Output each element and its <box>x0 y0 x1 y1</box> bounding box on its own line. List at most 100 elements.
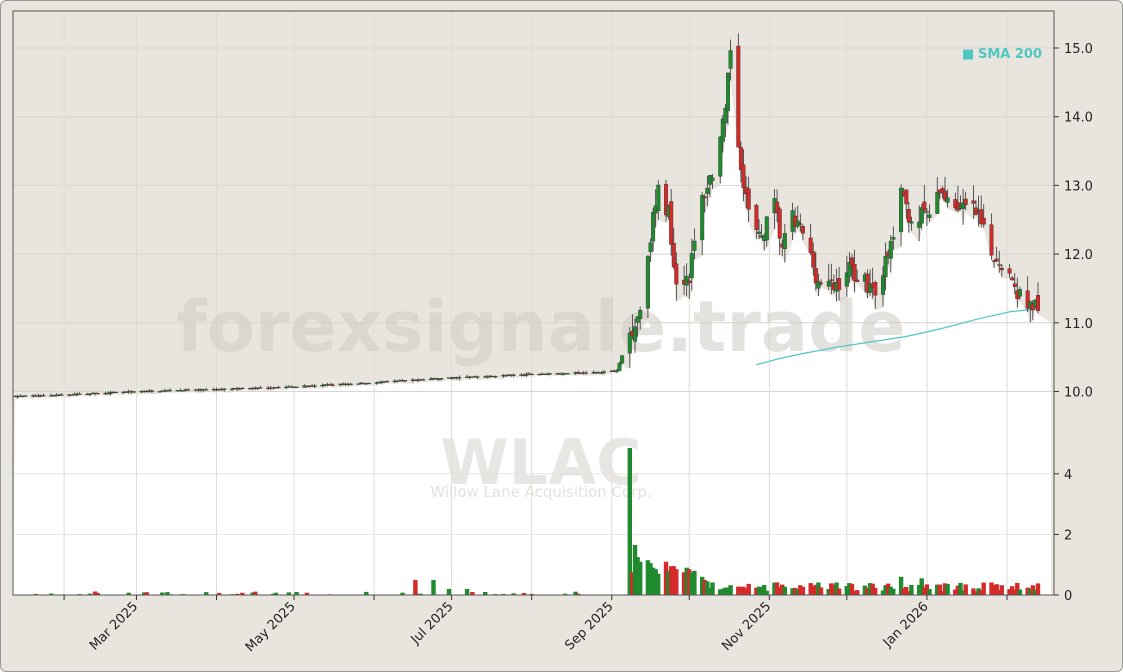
volume-bar <box>304 592 310 595</box>
date-axis: Mar 2025 May 2025 Jul 2025 Sep 2025 Nov 2025… <box>63 595 1008 655</box>
candle-body <box>852 264 857 281</box>
candle-body <box>961 202 966 209</box>
volume-bar <box>674 569 679 595</box>
candle-body <box>651 211 656 242</box>
volume-bar <box>689 572 694 595</box>
candle-body <box>1012 283 1017 287</box>
candle-body <box>981 217 986 225</box>
candle-body <box>917 221 922 228</box>
watermark-text: forexsignale.trade <box>176 286 905 368</box>
volume-bar <box>400 592 405 595</box>
candle-body <box>599 372 604 374</box>
candle-body <box>385 381 390 383</box>
volume-bar <box>95 592 100 595</box>
candle-body <box>633 326 638 342</box>
candle-body <box>940 188 945 193</box>
candle-body <box>671 242 676 268</box>
volume-bar <box>627 448 632 595</box>
volume-bar <box>979 590 984 595</box>
candle-body <box>95 393 100 395</box>
volume-bar <box>1028 588 1033 595</box>
candle-body <box>565 373 570 375</box>
volume-bar <box>271 593 276 595</box>
candle-body <box>971 200 976 204</box>
volume-bar <box>901 588 906 595</box>
candle-body <box>692 240 697 251</box>
volume-bar <box>793 587 798 595</box>
candle-body <box>635 316 640 323</box>
candle-body <box>865 273 870 293</box>
volume-bar <box>692 570 697 595</box>
volume-bar <box>759 587 764 595</box>
candlesticks <box>12 33 1040 399</box>
candle-body <box>1035 295 1040 311</box>
volume-bar <box>800 586 806 595</box>
volume-bar <box>798 585 803 595</box>
candle-body <box>924 211 929 213</box>
volume-bar <box>790 588 795 595</box>
candle-body <box>764 216 769 241</box>
candle-body <box>294 386 299 388</box>
volume-bar <box>780 584 785 595</box>
volume-bar <box>235 593 240 595</box>
candle-body <box>811 251 816 268</box>
volume-bar <box>736 586 741 595</box>
volume-bar <box>364 591 369 595</box>
volume-bar <box>702 579 707 595</box>
price-tick-label: 10.0 <box>1064 386 1093 401</box>
volume-bar <box>813 584 818 595</box>
volume-bar <box>994 584 999 595</box>
price-axis: 10.0 11.0 12.0 13.0 14.0 15.0 <box>1054 42 1093 401</box>
volume-bar <box>762 585 767 595</box>
candle-body <box>723 107 728 123</box>
candle-body <box>627 332 632 354</box>
date-tick-label: Sep 2025 <box>562 599 616 653</box>
candle-body <box>979 209 984 224</box>
volume-bar <box>253 591 258 595</box>
candle-body <box>222 388 227 390</box>
volume-bar <box>924 584 930 595</box>
volume-bar <box>997 589 1002 595</box>
volume-bar <box>891 588 896 595</box>
volume-bar <box>1033 589 1038 595</box>
volume-bar <box>1012 589 1017 595</box>
candle-body <box>906 209 911 223</box>
candle-body <box>439 378 444 380</box>
sma-200-line <box>756 308 1036 366</box>
volume-bar <box>144 592 149 595</box>
volume-tick-label: 2 <box>1064 528 1072 543</box>
volume-bar <box>705 581 710 595</box>
volume-bar <box>728 585 733 595</box>
volume-bar <box>935 584 940 595</box>
candle-body <box>909 221 914 224</box>
candle-body <box>700 194 705 241</box>
candle-body <box>348 383 353 386</box>
watermark-company: Willow Lane Acquisition Corp. <box>430 483 651 501</box>
volume-bar <box>756 586 762 595</box>
candle-body <box>645 256 650 309</box>
volume-bar <box>831 584 837 595</box>
candle-body <box>997 264 1002 266</box>
volume-bar <box>976 588 981 595</box>
volume-bar <box>795 589 800 595</box>
candle-body <box>844 272 849 287</box>
date-tick-label: Nov 2025 <box>719 599 774 654</box>
volume-bar <box>669 566 674 595</box>
volume-bar <box>1015 582 1020 595</box>
volume-bar <box>707 587 713 595</box>
volume-bar <box>645 560 651 595</box>
white-lower-area <box>13 81 1051 595</box>
candle-body <box>1007 268 1012 274</box>
candle-body <box>669 201 674 245</box>
candle-body <box>620 355 625 364</box>
volume-bar <box>999 585 1004 595</box>
candle-body <box>186 389 191 391</box>
volume-bar <box>738 586 744 595</box>
candle-body <box>935 192 940 214</box>
candle-body <box>356 383 361 385</box>
volume-bar <box>464 588 470 595</box>
sma-legend-marker: ■ <box>962 47 974 62</box>
volume-bar <box>746 583 751 595</box>
volume-bar <box>870 583 875 595</box>
